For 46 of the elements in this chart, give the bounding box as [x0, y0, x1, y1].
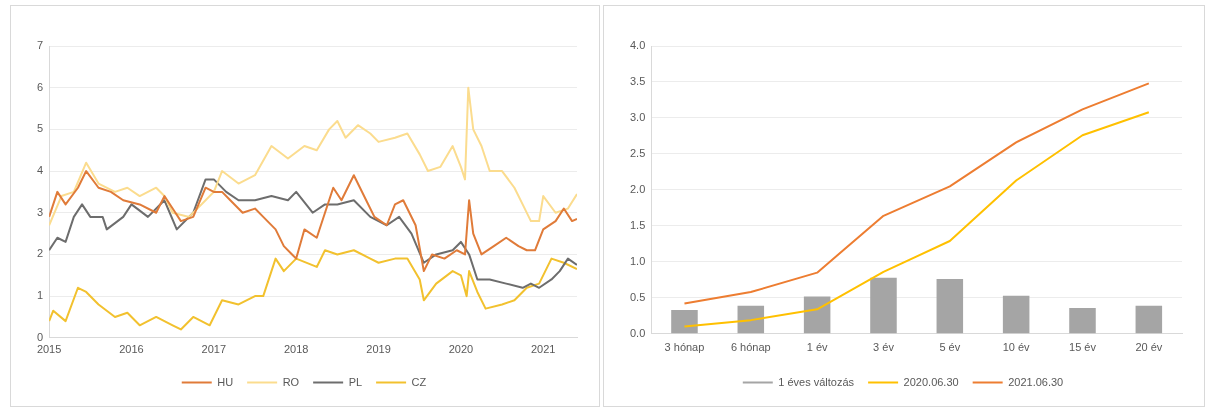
y-tick-label: 6 [36, 80, 44, 93]
legend-label: PL [348, 375, 363, 388]
x-tick-label: 2015 [36, 343, 62, 356]
x-tick-label: 2021 [530, 343, 556, 356]
legend-label: 2020.06.30 [903, 375, 959, 388]
y-tick-label: 3.5 [629, 75, 646, 88]
x-tick-label: 2019 [366, 343, 391, 356]
x-tick-label: 2016 [119, 343, 144, 356]
y-tick-label: 3.0 [629, 110, 646, 123]
x-tick-label: 15 év [1069, 341, 1097, 354]
y-tick-label: 7 [36, 39, 44, 52]
x-tick-label: 3 év [873, 341, 895, 354]
legend-label: HU [217, 375, 234, 388]
x-tick-label: 3 hónap [664, 341, 705, 354]
x-tick-label: 2020 [448, 343, 474, 356]
bar [671, 310, 698, 334]
y-tick-label: 0 [36, 330, 44, 343]
x-tick-label: 1 év [806, 341, 829, 354]
y-tick-label: 5 [36, 122, 44, 135]
x-tick-label: 10 év [1002, 341, 1031, 354]
legend-label: CZ [411, 375, 427, 388]
bar [1135, 305, 1163, 334]
legend-label: RO [282, 375, 300, 388]
y-tick-label: 3 [36, 205, 44, 218]
x-tick-label: 5 év [939, 341, 961, 354]
y-tick-label: 2.5 [629, 146, 646, 159]
y-tick-label: 1 [36, 289, 44, 302]
legend-label: 1 éves változás [778, 375, 855, 388]
legend-label: 2021.06.30 [1008, 375, 1064, 388]
bar [803, 296, 831, 334]
y-tick-label: 1.0 [629, 254, 646, 267]
x-tick-label: 20 év [1135, 341, 1163, 354]
x-tick-label: 2018 [283, 343, 309, 356]
bar [936, 279, 964, 334]
bar [1069, 307, 1096, 334]
bar [1002, 295, 1030, 334]
y-tick-label: 0.0 [629, 326, 646, 339]
y-tick-label: 4.0 [629, 39, 646, 52]
y-tick-label: 2.0 [629, 182, 646, 195]
y-tick-label: 1.5 [629, 218, 646, 231]
bar [870, 277, 897, 334]
x-tick-label: 6 hónap [730, 341, 771, 354]
y-tick-label: 0.5 [629, 290, 646, 303]
x-tick-label: 2017 [201, 343, 227, 356]
y-tick-label: 4 [36, 164, 44, 177]
y-tick-label: 2 [36, 247, 44, 260]
